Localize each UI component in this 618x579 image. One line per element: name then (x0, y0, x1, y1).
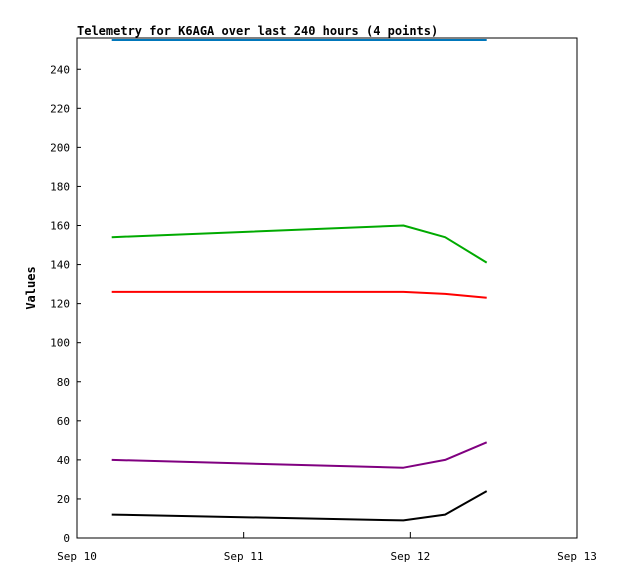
tick-labels: 0 20 40 60 80 100 120 140 160 180 200 220 240 Sep 10 S… (50, 63, 597, 563)
y-tick-label: 180 (50, 180, 70, 193)
y-tick-label: 40 (57, 454, 70, 467)
series-line-2 (111, 224, 488, 264)
series-lines (111, 39, 488, 522)
x-tick-label: Sep 10 (57, 550, 97, 563)
y-tick-label: 120 (50, 298, 70, 311)
tick-marks (76, 68, 578, 539)
y-tick-label: 140 (50, 259, 70, 272)
y-tick-label: 200 (50, 141, 70, 154)
y-tick-label: 220 (50, 102, 70, 115)
y-axis-label: Values (24, 266, 38, 309)
chart-title: Telemetry for K6AGA over last 240 hours … (77, 24, 438, 38)
y-tick-label: 160 (50, 220, 70, 233)
y-tick-label: 60 (57, 415, 70, 428)
x-tick-label: Sep 13 (557, 550, 597, 563)
x-tick-label: Sep 12 (390, 550, 430, 563)
y-tick-label: 80 (57, 376, 70, 389)
y-tick-label: 0 (63, 532, 70, 545)
plot-frame (76, 37, 578, 539)
x-tick-label: Sep 11 (224, 550, 264, 563)
series-line-5 (111, 490, 488, 522)
y-tick-label: 240 (50, 63, 70, 76)
y-tick-label: 20 (57, 493, 70, 506)
series-line-4 (111, 441, 488, 469)
series-line-3 (111, 290, 487, 299)
y-tick-label: 100 (50, 337, 70, 350)
